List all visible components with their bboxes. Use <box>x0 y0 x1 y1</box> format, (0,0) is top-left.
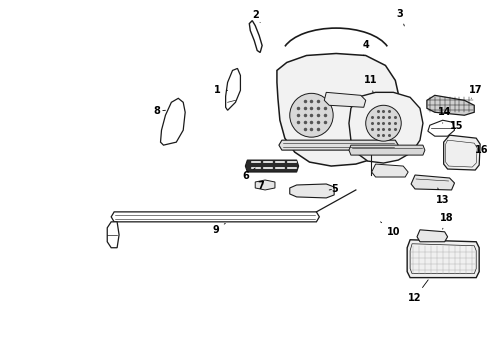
Polygon shape <box>277 54 400 166</box>
Text: 12: 12 <box>408 280 428 302</box>
Text: 17: 17 <box>468 85 482 98</box>
Text: 14: 14 <box>438 107 451 123</box>
Polygon shape <box>428 120 455 136</box>
Polygon shape <box>249 21 262 53</box>
Polygon shape <box>279 140 398 150</box>
Text: 11: 11 <box>364 75 377 93</box>
Polygon shape <box>443 135 480 170</box>
Polygon shape <box>290 184 334 198</box>
Text: 8: 8 <box>153 106 166 116</box>
Polygon shape <box>349 145 425 155</box>
Polygon shape <box>349 92 423 163</box>
Text: 15: 15 <box>450 121 463 131</box>
Polygon shape <box>107 222 119 248</box>
Polygon shape <box>161 98 185 145</box>
Polygon shape <box>445 140 477 167</box>
Text: 1: 1 <box>214 85 227 95</box>
Text: 9: 9 <box>212 224 225 235</box>
Circle shape <box>366 105 401 141</box>
Polygon shape <box>324 92 366 107</box>
Polygon shape <box>427 95 474 115</box>
Polygon shape <box>225 68 241 110</box>
Polygon shape <box>417 230 447 242</box>
Text: 2: 2 <box>252 10 260 23</box>
Text: 4: 4 <box>362 40 369 55</box>
Polygon shape <box>111 212 319 222</box>
Polygon shape <box>371 164 408 177</box>
Text: 10: 10 <box>381 222 400 237</box>
Polygon shape <box>411 175 455 190</box>
Text: 3: 3 <box>397 9 404 26</box>
Text: 7: 7 <box>258 181 265 191</box>
Polygon shape <box>255 180 275 190</box>
Polygon shape <box>245 160 298 172</box>
Text: 18: 18 <box>440 213 453 229</box>
Text: 13: 13 <box>436 188 449 205</box>
Text: 6: 6 <box>242 168 255 181</box>
Text: 16: 16 <box>475 145 489 155</box>
Polygon shape <box>410 244 476 274</box>
Polygon shape <box>407 240 479 278</box>
Circle shape <box>290 93 333 137</box>
Text: 5: 5 <box>329 184 338 194</box>
